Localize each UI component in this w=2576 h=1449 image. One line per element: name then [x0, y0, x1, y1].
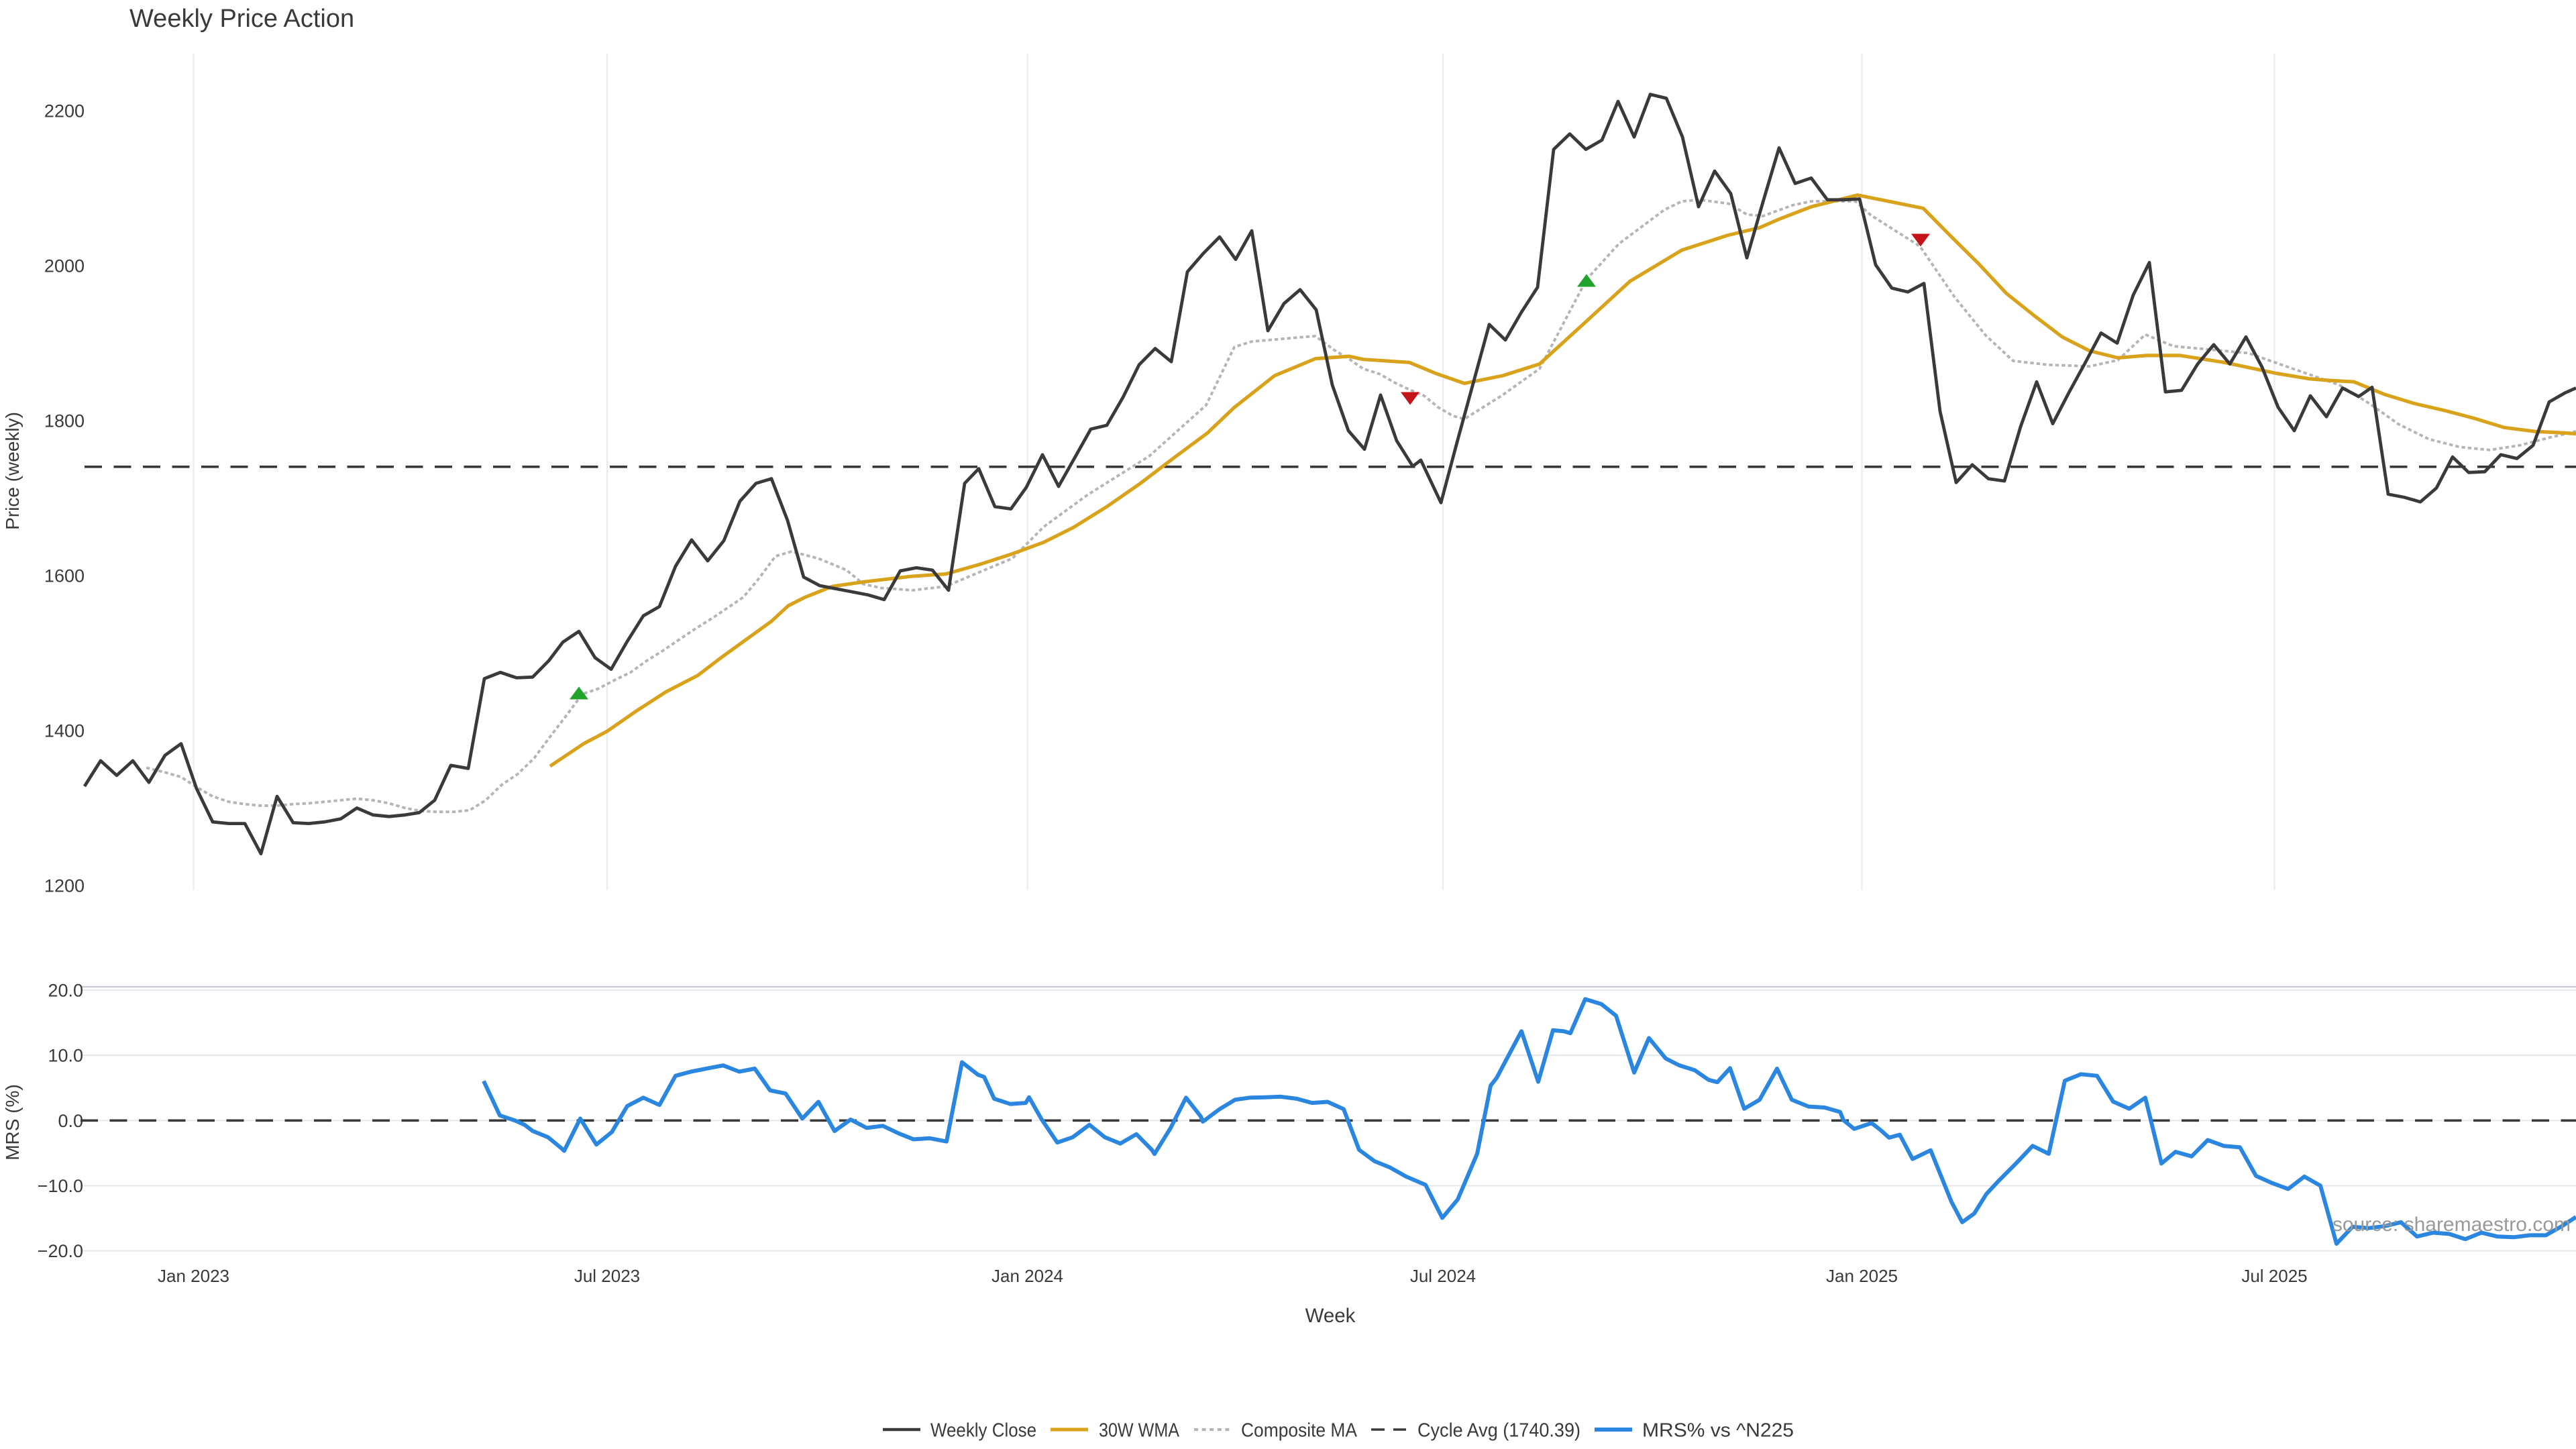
- svg-text:Week: Week: [1305, 1305, 1356, 1327]
- svg-text:Jan 2024: Jan 2024: [991, 1266, 1063, 1286]
- svg-text:−20.0: −20.0: [38, 1241, 83, 1261]
- svg-text:30W WMA: 30W WMA: [1099, 1420, 1180, 1442]
- svg-text:2000: 2000: [44, 256, 85, 276]
- svg-text:1400: 1400: [44, 721, 85, 741]
- svg-text:−10.0: −10.0: [38, 1176, 83, 1196]
- svg-text:Price (weekly): Price (weekly): [2, 412, 23, 530]
- svg-text:Weekly Close: Weekly Close: [930, 1420, 1036, 1442]
- svg-text:0.0: 0.0: [58, 1111, 83, 1131]
- svg-text:1800: 1800: [44, 411, 85, 431]
- svg-text:1200: 1200: [44, 876, 85, 896]
- svg-text:Jul 2025: Jul 2025: [2241, 1266, 2307, 1286]
- svg-text:Jul 2023: Jul 2023: [574, 1266, 640, 1286]
- svg-text:Jan 2023: Jan 2023: [158, 1266, 229, 1286]
- svg-text:source: sharemaestro.com: source: sharemaestro.com: [2332, 1214, 2571, 1236]
- svg-text:Jul 2024: Jul 2024: [1410, 1266, 1476, 1286]
- svg-text:1600: 1600: [44, 566, 85, 586]
- svg-text:Jan 2025: Jan 2025: [1826, 1266, 1898, 1286]
- svg-text:MRS% vs ^N225: MRS% vs ^N225: [1642, 1420, 1794, 1442]
- svg-text:Weekly Price Action: Weekly Price Action: [129, 5, 354, 33]
- svg-text:10.0: 10.0: [48, 1046, 83, 1066]
- svg-text:20.0: 20.0: [48, 980, 83, 1000]
- svg-text:Cycle Avg (1740.39): Cycle Avg (1740.39): [1417, 1420, 1580, 1442]
- svg-text:MRS (%): MRS (%): [2, 1084, 23, 1161]
- svg-text:Composite MA: Composite MA: [1241, 1420, 1358, 1442]
- svg-text:2200: 2200: [44, 101, 85, 121]
